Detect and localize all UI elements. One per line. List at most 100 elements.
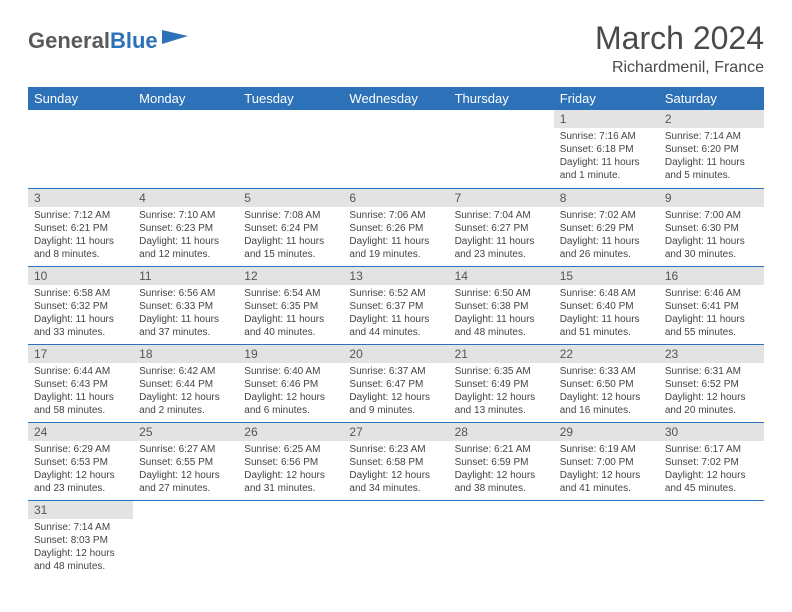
sunset-text: Sunset: 6:24 PM xyxy=(244,222,337,235)
daylight-text: Daylight: 12 hours and 20 minutes. xyxy=(665,391,758,417)
weekday-header: Sunday xyxy=(28,87,133,110)
calendar-day-cell: 3Sunrise: 7:12 AMSunset: 6:21 PMDaylight… xyxy=(28,188,133,266)
calendar-day-cell xyxy=(238,500,343,578)
day-number: 3 xyxy=(28,189,133,207)
sunrise-text: Sunrise: 6:19 AM xyxy=(560,443,653,456)
calendar-day-cell: 25Sunrise: 6:27 AMSunset: 6:55 PMDayligh… xyxy=(133,422,238,500)
sunrise-text: Sunrise: 6:31 AM xyxy=(665,365,758,378)
calendar-day-cell xyxy=(238,110,343,188)
day-number: 4 xyxy=(133,189,238,207)
daylight-text: Daylight: 11 hours and 19 minutes. xyxy=(349,235,442,261)
daylight-text: Daylight: 11 hours and 5 minutes. xyxy=(665,156,758,182)
day-details: Sunrise: 7:14 AMSunset: 8:03 PMDaylight:… xyxy=(28,519,133,577)
day-number: 14 xyxy=(449,267,554,285)
day-number: 12 xyxy=(238,267,343,285)
daylight-text: Daylight: 12 hours and 9 minutes. xyxy=(349,391,442,417)
sunset-text: Sunset: 6:53 PM xyxy=(34,456,127,469)
calendar-day-cell: 24Sunrise: 6:29 AMSunset: 6:53 PMDayligh… xyxy=(28,422,133,500)
calendar-day-cell xyxy=(659,500,764,578)
calendar-day-cell: 30Sunrise: 6:17 AMSunset: 7:02 PMDayligh… xyxy=(659,422,764,500)
sunrise-text: Sunrise: 7:14 AM xyxy=(665,130,758,143)
calendar-day-cell: 21Sunrise: 6:35 AMSunset: 6:49 PMDayligh… xyxy=(449,344,554,422)
daylight-text: Daylight: 11 hours and 58 minutes. xyxy=(34,391,127,417)
daylight-text: Daylight: 12 hours and 45 minutes. xyxy=(665,469,758,495)
day-number: 21 xyxy=(449,345,554,363)
weekday-header: Monday xyxy=(133,87,238,110)
sunset-text: Sunset: 6:35 PM xyxy=(244,300,337,313)
sunset-text: Sunset: 6:46 PM xyxy=(244,378,337,391)
calendar-day-cell: 19Sunrise: 6:40 AMSunset: 6:46 PMDayligh… xyxy=(238,344,343,422)
calendar-day-cell: 26Sunrise: 6:25 AMSunset: 6:56 PMDayligh… xyxy=(238,422,343,500)
day-details: Sunrise: 7:14 AMSunset: 6:20 PMDaylight:… xyxy=(659,128,764,186)
day-number: 10 xyxy=(28,267,133,285)
calendar-day-cell: 4Sunrise: 7:10 AMSunset: 6:23 PMDaylight… xyxy=(133,188,238,266)
sunrise-text: Sunrise: 6:21 AM xyxy=(455,443,548,456)
sunrise-text: Sunrise: 7:04 AM xyxy=(455,209,548,222)
daylight-text: Daylight: 11 hours and 8 minutes. xyxy=(34,235,127,261)
sunset-text: Sunset: 6:20 PM xyxy=(665,143,758,156)
day-number: 31 xyxy=(28,501,133,519)
weekday-header: Saturday xyxy=(659,87,764,110)
weekday-header: Wednesday xyxy=(343,87,448,110)
daylight-text: Daylight: 11 hours and 37 minutes. xyxy=(139,313,232,339)
calendar-week-row: 1Sunrise: 7:16 AMSunset: 6:18 PMDaylight… xyxy=(28,110,764,188)
sunset-text: Sunset: 6:27 PM xyxy=(455,222,548,235)
weekday-header: Friday xyxy=(554,87,659,110)
calendar-day-cell xyxy=(343,110,448,188)
calendar-day-cell: 14Sunrise: 6:50 AMSunset: 6:38 PMDayligh… xyxy=(449,266,554,344)
sunrise-text: Sunrise: 6:17 AM xyxy=(665,443,758,456)
sunset-text: Sunset: 6:30 PM xyxy=(665,222,758,235)
sunrise-text: Sunrise: 7:16 AM xyxy=(560,130,653,143)
daylight-text: Daylight: 12 hours and 16 minutes. xyxy=(560,391,653,417)
daylight-text: Daylight: 12 hours and 23 minutes. xyxy=(34,469,127,495)
sunrise-text: Sunrise: 7:06 AM xyxy=(349,209,442,222)
calendar-day-cell: 23Sunrise: 6:31 AMSunset: 6:52 PMDayligh… xyxy=(659,344,764,422)
calendar-day-cell xyxy=(554,500,659,578)
sunset-text: Sunset: 6:32 PM xyxy=(34,300,127,313)
location: Richardmenil, France xyxy=(595,59,764,77)
day-details: Sunrise: 7:04 AMSunset: 6:27 PMDaylight:… xyxy=(449,207,554,265)
sunrise-text: Sunrise: 7:02 AM xyxy=(560,209,653,222)
flag-icon xyxy=(162,28,188,54)
sunset-text: Sunset: 6:37 PM xyxy=(349,300,442,313)
calendar-week-row: 3Sunrise: 7:12 AMSunset: 6:21 PMDaylight… xyxy=(28,188,764,266)
calendar-day-cell: 2Sunrise: 7:14 AMSunset: 6:20 PMDaylight… xyxy=(659,110,764,188)
weekday-header: Tuesday xyxy=(238,87,343,110)
day-number: 6 xyxy=(343,189,448,207)
day-details: Sunrise: 6:37 AMSunset: 6:47 PMDaylight:… xyxy=(343,363,448,421)
calendar-day-cell: 18Sunrise: 6:42 AMSunset: 6:44 PMDayligh… xyxy=(133,344,238,422)
day-details: Sunrise: 7:02 AMSunset: 6:29 PMDaylight:… xyxy=(554,207,659,265)
page-header: GeneralBlue March 2024 Richardmenil, Fra… xyxy=(28,20,764,77)
calendar-day-cell: 29Sunrise: 6:19 AMSunset: 7:00 PMDayligh… xyxy=(554,422,659,500)
sunset-text: Sunset: 7:00 PM xyxy=(560,456,653,469)
day-details: Sunrise: 6:31 AMSunset: 6:52 PMDaylight:… xyxy=(659,363,764,421)
day-details: Sunrise: 6:29 AMSunset: 6:53 PMDaylight:… xyxy=(28,441,133,499)
day-number: 19 xyxy=(238,345,343,363)
sunrise-text: Sunrise: 6:35 AM xyxy=(455,365,548,378)
calendar-week-row: 24Sunrise: 6:29 AMSunset: 6:53 PMDayligh… xyxy=(28,422,764,500)
day-details: Sunrise: 7:06 AMSunset: 6:26 PMDaylight:… xyxy=(343,207,448,265)
sunset-text: Sunset: 6:56 PM xyxy=(244,456,337,469)
day-number: 11 xyxy=(133,267,238,285)
day-number: 27 xyxy=(343,423,448,441)
daylight-text: Daylight: 12 hours and 38 minutes. xyxy=(455,469,548,495)
sunset-text: Sunset: 6:33 PM xyxy=(139,300,232,313)
sunset-text: Sunset: 6:38 PM xyxy=(455,300,548,313)
day-number: 17 xyxy=(28,345,133,363)
calendar-day-cell xyxy=(133,500,238,578)
day-details: Sunrise: 6:33 AMSunset: 6:50 PMDaylight:… xyxy=(554,363,659,421)
calendar-day-cell: 11Sunrise: 6:56 AMSunset: 6:33 PMDayligh… xyxy=(133,266,238,344)
title-block: March 2024 Richardmenil, France xyxy=(595,20,764,77)
sunset-text: Sunset: 6:18 PM xyxy=(560,143,653,156)
sunrise-text: Sunrise: 6:29 AM xyxy=(34,443,127,456)
daylight-text: Daylight: 12 hours and 13 minutes. xyxy=(455,391,548,417)
day-number: 30 xyxy=(659,423,764,441)
day-number: 25 xyxy=(133,423,238,441)
daylight-text: Daylight: 11 hours and 30 minutes. xyxy=(665,235,758,261)
sunrise-text: Sunrise: 6:54 AM xyxy=(244,287,337,300)
daylight-text: Daylight: 11 hours and 23 minutes. xyxy=(455,235,548,261)
sunrise-text: Sunrise: 6:52 AM xyxy=(349,287,442,300)
day-details: Sunrise: 6:21 AMSunset: 6:59 PMDaylight:… xyxy=(449,441,554,499)
day-details: Sunrise: 6:52 AMSunset: 6:37 PMDaylight:… xyxy=(343,285,448,343)
calendar-day-cell: 9Sunrise: 7:00 AMSunset: 6:30 PMDaylight… xyxy=(659,188,764,266)
